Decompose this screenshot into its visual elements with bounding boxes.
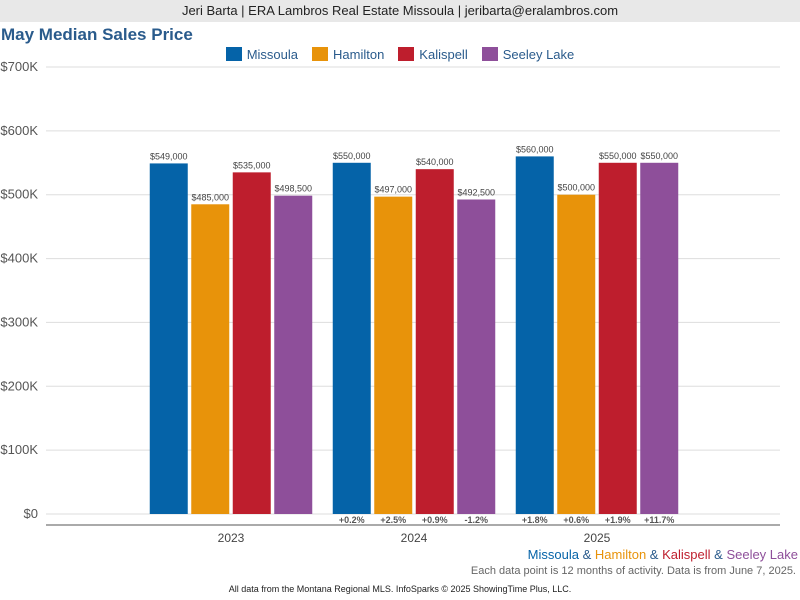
footer-series-hamilton: Hamilton	[594, 547, 647, 562]
data-label: $549,000	[150, 151, 188, 161]
bar	[232, 172, 271, 514]
bar	[374, 196, 413, 514]
footer-separator: &	[649, 547, 659, 562]
bar	[640, 162, 679, 515]
legend-item-seeley-lake[interactable]: Seeley Lake	[481, 46, 575, 62]
legend-swatch-hamilton	[312, 47, 328, 61]
data-label: $540,000	[416, 157, 454, 167]
legend-label-kalispell: Kalispell	[419, 46, 468, 62]
legend-label-hamilton: Hamilton	[333, 46, 385, 62]
change-label: -1.2%	[464, 515, 488, 525]
change-label: +0.2%	[339, 515, 365, 525]
change-label: +0.6%	[563, 515, 589, 525]
legend-swatch-kalispell	[398, 47, 415, 61]
x-tick-label: 2025	[584, 531, 611, 545]
y-tick-label: $500K	[0, 187, 38, 202]
footer-separator: &	[714, 547, 723, 562]
bar	[598, 162, 637, 515]
legend-label-missoula: Missoula	[246, 46, 298, 62]
data-label: $485,000	[191, 192, 229, 202]
change-label: +0.9%	[422, 515, 448, 525]
y-tick-label: $300K	[0, 314, 38, 329]
bar	[191, 204, 230, 515]
footer-series-seeley-lake: Seeley Lake	[726, 547, 798, 562]
legend-item-hamilton[interactable]: Hamilton	[312, 47, 384, 62]
x-tick-label: 2023	[218, 531, 245, 545]
data-label: $492,500	[457, 188, 495, 198]
y-tick-label: $100K	[0, 442, 38, 457]
change-label: +11.7%	[644, 515, 674, 525]
y-tick-label: $600K	[0, 123, 38, 138]
data-label: $498,500	[274, 184, 312, 194]
bar	[149, 163, 188, 514]
data-label: $550,000	[640, 151, 678, 161]
y-tick-label: $200K	[0, 378, 38, 393]
data-label: $560,000	[516, 144, 554, 154]
y-tick-label: $700K	[0, 59, 38, 74]
legend-swatch-seeley-lake	[481, 47, 498, 61]
data-label: $500,000	[557, 183, 595, 193]
data-label: $550,000	[599, 151, 637, 161]
legend-item-kalispell[interactable]: Kalispell	[398, 46, 468, 62]
y-tick-label: $0	[24, 506, 38, 521]
footer-series-missoula: Missoula	[527, 547, 579, 562]
data-note: Each data point is 12 months of activity…	[470, 565, 796, 577]
change-label: +1.9%	[605, 515, 631, 525]
change-label: +2.5%	[380, 515, 406, 525]
chart-legend: Missoula Hamilton Kalispell Seeley Lake	[0, 44, 800, 64]
data-label: $550,000	[333, 151, 371, 161]
bar	[274, 195, 313, 514]
bar	[415, 169, 454, 514]
data-source: All data from the Montana Regional MLS. …	[228, 584, 572, 594]
legend-swatch-missoula	[225, 47, 242, 61]
chart-title: May Median Sales Price	[1, 25, 193, 44]
legend-label-seeley-lake: Seeley Lake	[502, 46, 575, 62]
change-label: +1.8%	[522, 515, 548, 525]
bar	[515, 156, 554, 514]
x-tick-label: 2024	[401, 531, 428, 545]
bar	[557, 194, 596, 514]
footer-series-kalispell: Kalispell	[662, 547, 711, 562]
legend-item-missoula[interactable]: Missoula	[225, 46, 298, 62]
data-label: $497,000	[374, 185, 412, 195]
agent-contact-header: Jeri Barta | ERA Lambros Real Estate Mis…	[0, 0, 800, 22]
bar	[332, 162, 371, 515]
data-label: $535,000	[233, 160, 271, 170]
y-tick-label: $400K	[0, 251, 38, 266]
bar	[457, 199, 496, 514]
footer-series-list: Missoula & Hamilton & Kalispell & Seeley…	[528, 547, 798, 562]
footer-separator: &	[582, 547, 592, 562]
